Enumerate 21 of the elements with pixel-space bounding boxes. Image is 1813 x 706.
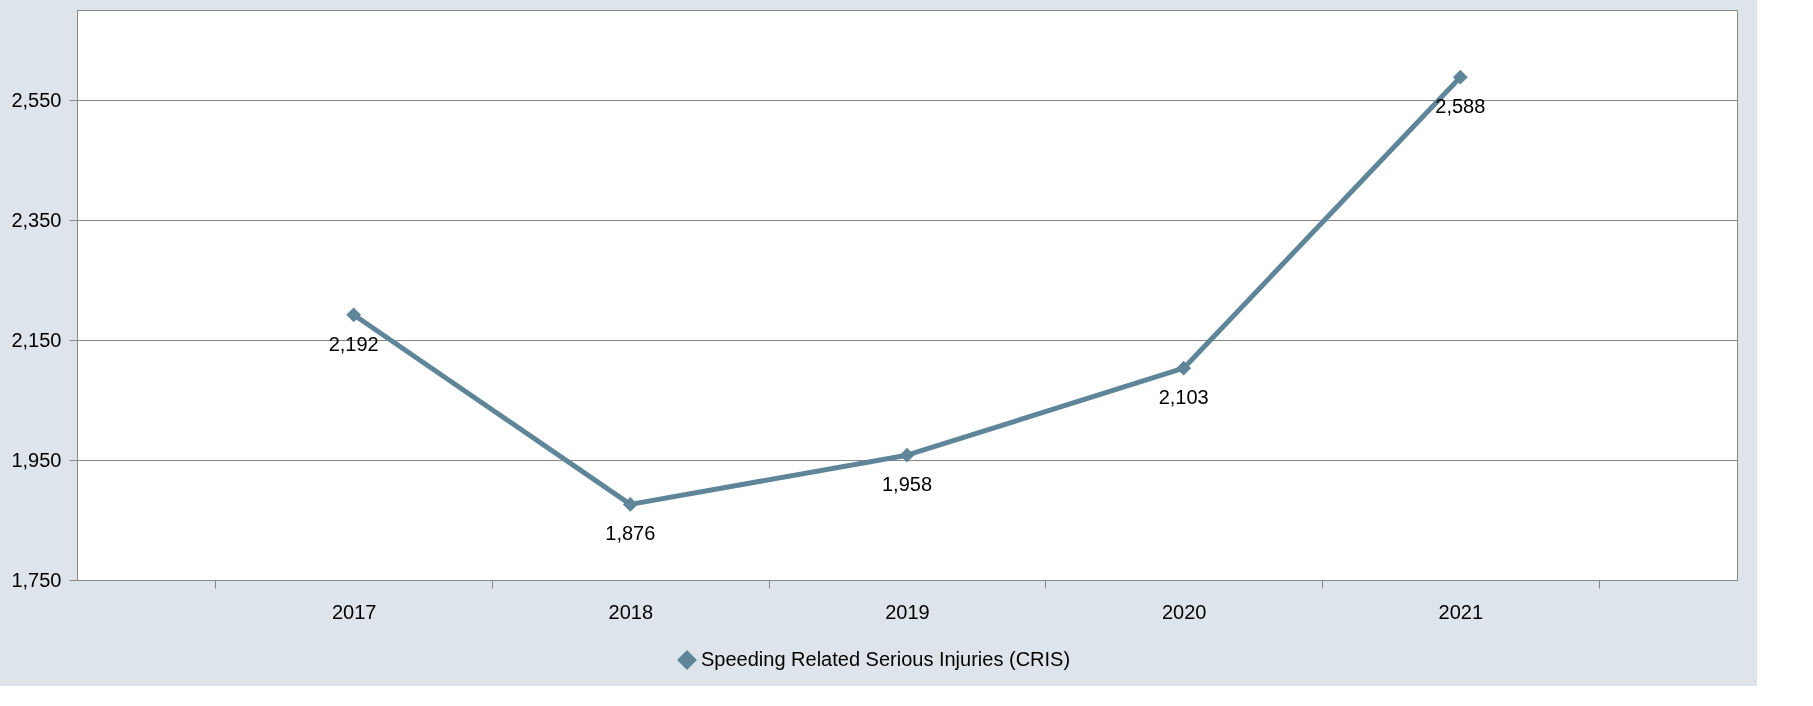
x-tick-label: 2017 xyxy=(331,600,377,623)
x-tick-label: 2018 xyxy=(608,600,654,623)
data-label: 2,103 xyxy=(1158,386,1209,409)
point xyxy=(1452,69,1468,85)
data-label: 2,588 xyxy=(1435,95,1486,118)
y-tick-label: 2,150 xyxy=(11,328,62,351)
data-label: 1,958 xyxy=(881,473,933,496)
x-tick-label: 2019 xyxy=(885,600,930,623)
y-tick-label: 1,750 xyxy=(11,568,62,591)
x-tick-label: 2020 xyxy=(1161,600,1207,623)
x-tick-label: 2021 xyxy=(1438,600,1484,623)
point xyxy=(622,496,638,512)
y-tick-label: 2,550 xyxy=(11,88,62,111)
legend-label: Speeding Related Serious Injuries (CRIS) xyxy=(701,648,1071,670)
data-label: 2,192 xyxy=(328,332,379,355)
y-tick-label: 1,950 xyxy=(11,448,62,471)
point xyxy=(1176,360,1192,376)
data-label: 1,876 xyxy=(605,522,656,545)
y-tick-label: 2,350 xyxy=(11,208,62,231)
point xyxy=(899,447,915,463)
point xyxy=(346,307,362,323)
